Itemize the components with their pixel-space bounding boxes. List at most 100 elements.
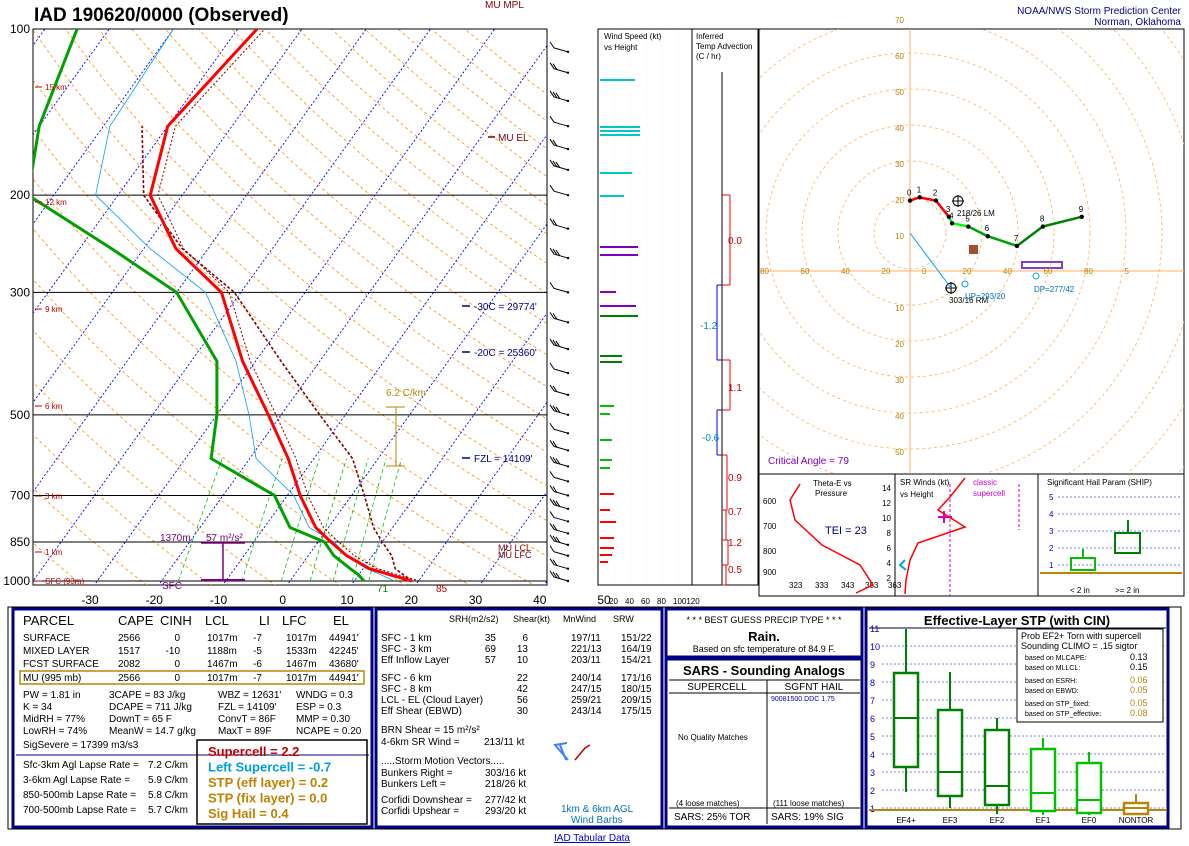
barb-flag [549, 404, 555, 412]
temp-axis-label: 10 [340, 593, 354, 607]
dry-adiabat [33, 487, 148, 585]
hodo-point [933, 198, 939, 203]
parcel-cell: 1017m [286, 633, 317, 644]
kin-cell: 197/11 [571, 633, 601, 644]
theta-x-label: 343 [841, 581, 855, 590]
wind-barb [549, 159, 570, 172]
index-cell: LowRH = 74% [23, 726, 87, 737]
temp-axis-label: -30 [81, 593, 99, 607]
adv-value: 0.5 [728, 565, 742, 576]
barb-dot [566, 347, 570, 351]
stp-boxplot [936, 672, 964, 808]
dry-adiabat [264, 29, 547, 264]
parcel-cell: FCST SURFACE [23, 659, 99, 670]
stp-prob-value: 0.13 [1130, 652, 1148, 662]
temp-axis-label: 0 [279, 593, 286, 607]
barb-flag [549, 115, 555, 123]
temp-axis-label: 50 [597, 593, 611, 607]
wind-barb [549, 62, 570, 74]
ship-y-label: 3 [1049, 527, 1054, 536]
kin-cell: 30 [517, 706, 529, 717]
motion-label: Corfidi Upshear = [381, 806, 459, 817]
parcel-cell: -7 [253, 673, 262, 684]
barb-flag [549, 282, 555, 289]
barb-flag [555, 572, 561, 580]
hodo-point-label: 5 [965, 215, 970, 224]
motion-title: .....Storm Motion Vectors..... [381, 756, 504, 767]
parcel-cell: -5 [253, 646, 262, 657]
barb-dot [566, 99, 570, 103]
barb-dot [566, 494, 570, 497]
stp-prob-label: based on STP_effective: [1025, 711, 1101, 718]
wind-barb [549, 523, 570, 535]
kin-cell: 154/21 [621, 655, 652, 666]
stp-boxplot [1029, 738, 1057, 815]
kin-cell: Eff Shear (EBWD) [381, 706, 462, 717]
pressure-label: 200 [10, 188, 30, 202]
stp-prob-label: based on EBWD: [1025, 688, 1079, 695]
parcel-cell: 0 [174, 673, 180, 684]
parcel-cell: 2566 [118, 673, 141, 684]
barb-flag [552, 571, 558, 579]
stp-box [983, 728, 1011, 807]
lapse-rate-label: Sfc-3km Agl Lapse Rate = [23, 760, 139, 771]
wind-barb [549, 570, 570, 583]
kin-cell: 171/16 [621, 673, 652, 684]
barb-flag [549, 312, 555, 319]
hodo-axis-label: 40 [841, 267, 850, 276]
hodo-ring-label: 60 [895, 52, 904, 61]
hodo-ring [760, 29, 1127, 450]
hodo-ring-label-low: 10 [895, 304, 904, 313]
barb-staff [553, 504, 569, 510]
stp-x-label: NONTOR [1119, 816, 1154, 825]
ship-y-label: 5 [1049, 493, 1054, 502]
parcel-trace [141, 126, 413, 582]
hodo-ring-label-low: 40 [895, 412, 904, 421]
temp-adv-panel [691, 28, 759, 586]
kin-cell: SFC - 6 km [381, 673, 432, 684]
dry-adiabat [33, 128, 547, 557]
index-cell: MeanW = 14.7 g/kg [109, 726, 196, 737]
dp-marker [1032, 272, 1040, 280]
hodo-segment [919, 196, 937, 202]
hodo-point-label: 8 [1040, 215, 1045, 224]
barb-dot [566, 480, 570, 483]
stp-y-label: 6 [870, 714, 875, 724]
motion-value: 218/26 kt [485, 779, 526, 790]
barb-staff [553, 121, 569, 127]
height-label: SFC (93m) [45, 577, 84, 586]
motion-label: Corfidi Downshear = [381, 795, 472, 806]
parcel-cell: 0 [174, 633, 180, 644]
kin-cell: LCL - EL (Cloud Layer) [381, 695, 483, 706]
srw-classic-1: classic [973, 478, 997, 487]
barb-flag [549, 423, 555, 430]
wind-barb [549, 282, 570, 294]
parcel-cell: 2566 [118, 633, 141, 644]
kin-cell: 13 [517, 644, 529, 655]
parcel-cell: 1017m [286, 673, 317, 684]
kin-cell: 209/15 [621, 695, 652, 706]
barb-staff [553, 287, 569, 293]
hodo-point [907, 198, 913, 203]
mu-el-label: MU EL [498, 133, 529, 144]
theta-x-label: 333 [815, 581, 829, 590]
stp-y-label: 2 [870, 786, 875, 796]
wind-barb [549, 485, 570, 497]
hodo-point [985, 234, 990, 239]
barb-flag [552, 160, 558, 168]
barb-flag [549, 570, 555, 578]
kin-cell: SFC - 3 km [381, 644, 432, 655]
adv-value: 1.1 [728, 383, 742, 394]
srw-classic-2: supercell [973, 489, 1005, 498]
stp-y-label: 7 [870, 696, 875, 706]
precip-note: Based on sfc temperature of 84.9 F. [693, 644, 836, 654]
lapse-rate-label: 850-500mb Lapse Rate = [23, 790, 136, 801]
srw-h-label: 2 [887, 574, 892, 583]
tabular-data-link[interactable]: IAD Tabular Data [554, 833, 630, 844]
hodo-point-label: 7 [1014, 234, 1019, 243]
precip-box [664, 607, 864, 659]
srw-h-label: 6 [887, 544, 892, 553]
index-cell: MaxT = 89F [218, 726, 271, 737]
barb-staff [553, 564, 569, 570]
stp-x-label: EF3 [943, 816, 958, 825]
